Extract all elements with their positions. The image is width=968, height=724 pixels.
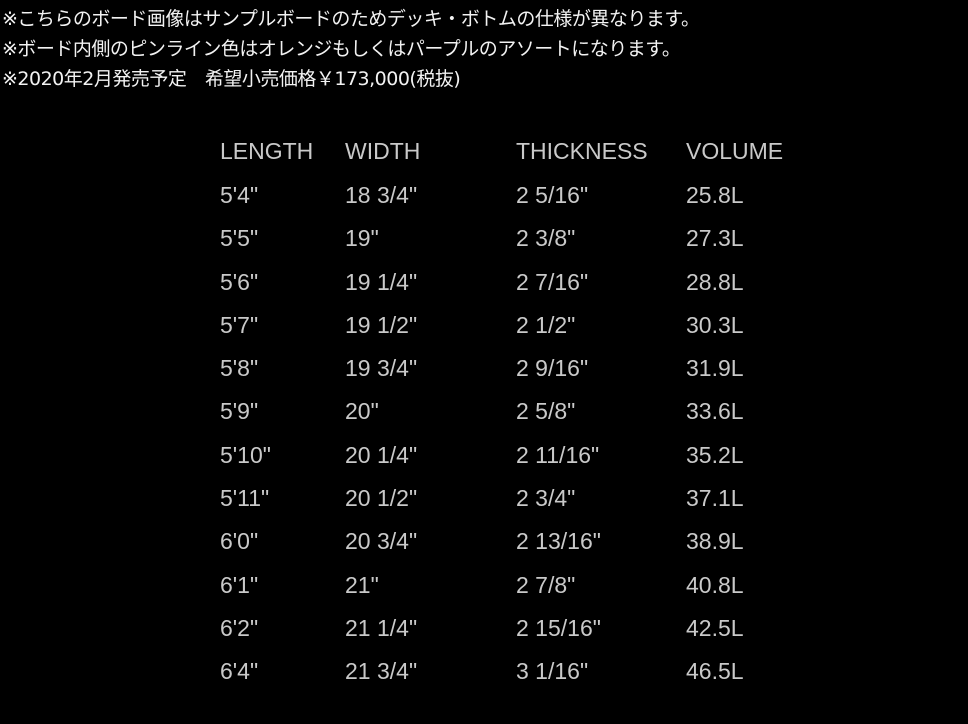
cell-length: 5'6" [220, 268, 259, 295]
cell-volume: 33.6L [686, 398, 744, 425]
cell-volume: 25.8L [686, 182, 744, 208]
cell-length: 6'1" [220, 571, 259, 598]
cell-volume: 46.5L [686, 658, 744, 685]
cell-volume: 30.3L [686, 311, 744, 338]
cell-thickness: 2 5/8" [516, 398, 576, 425]
cell-volume: 42.5L [686, 614, 744, 641]
cell-volume: 38.9L [686, 528, 744, 555]
notes: ※こちらのボード画像はサンプルボードのためデッキ・ボトムの仕様が異なります。 ※… [2, 4, 700, 94]
cell-volume: 28.8L [686, 268, 744, 295]
cell-width: 21 1/4" [345, 614, 418, 641]
cell-thickness: 2 15/16" [516, 614, 601, 641]
cell-width: 19 3/4" [345, 355, 418, 382]
cell-thickness: 2 7/8" [516, 571, 576, 598]
cell-length: 5'7" [220, 311, 259, 338]
cell-width: 21" [345, 571, 379, 598]
cell-thickness: 2 3/4" [516, 485, 576, 512]
header-width: WIDTH [345, 138, 421, 164]
cell-thickness: 2 1/2" [516, 311, 576, 338]
cell-volume: 40.8L [686, 571, 744, 598]
cell-width: 20 1/2" [345, 485, 418, 512]
cell-thickness: 2 13/16" [516, 528, 601, 555]
cell-length: 6'2" [220, 614, 259, 641]
cell-width: 18 3/4" [345, 182, 418, 208]
cell-thickness: 2 7/16" [516, 268, 589, 295]
cell-length: 6'0" [220, 528, 259, 555]
cell-length: 5'11" [220, 485, 270, 512]
cell-volume: 35.2L [686, 441, 744, 468]
cell-width: 19" [345, 225, 379, 252]
cell-length: 6'4" [220, 658, 259, 685]
cell-thickness: 2 3/8" [516, 225, 576, 252]
cell-volume: 31.9L [686, 355, 744, 382]
cell-width: 20 3/4" [345, 528, 418, 555]
cell-length: 5'10" [220, 441, 271, 468]
note-line: ※ボード内側のピンライン色はオレンジもしくはパープルのアソートになります。 [2, 38, 681, 60]
cell-width: 19 1/4" [345, 268, 418, 295]
cell-volume: 27.3L [686, 225, 744, 252]
cell-volume: 37.1L [686, 485, 744, 512]
header-thickness: THICKNESS [516, 138, 648, 164]
header-volume: VOLUME [686, 138, 784, 164]
cell-thickness: 2 11/16" [516, 441, 600, 468]
cell-length: 5'8" [220, 355, 259, 382]
cell-length: 5'9" [220, 398, 259, 425]
cell-thickness: 3 1/16" [516, 658, 589, 685]
cell-width: 20" [345, 398, 379, 425]
cell-width: 20 1/4" [345, 441, 418, 468]
cell-thickness: 2 5/16" [516, 182, 589, 208]
cell-width: 19 1/2" [345, 311, 418, 338]
note-line: ※こちらのボード画像はサンプルボードのためデッキ・ボトムの仕様が異なります。 [2, 8, 700, 30]
cell-length: 5'4" [220, 182, 259, 208]
cell-thickness: 2 9/16" [516, 355, 589, 382]
header-length: LENGTH [220, 138, 314, 164]
note-line: ※2020年2月発売予定 希望小売価格￥173,000(税抜) [2, 68, 461, 90]
cell-width: 21 3/4" [345, 658, 418, 685]
cell-length: 5'5" [220, 225, 259, 252]
